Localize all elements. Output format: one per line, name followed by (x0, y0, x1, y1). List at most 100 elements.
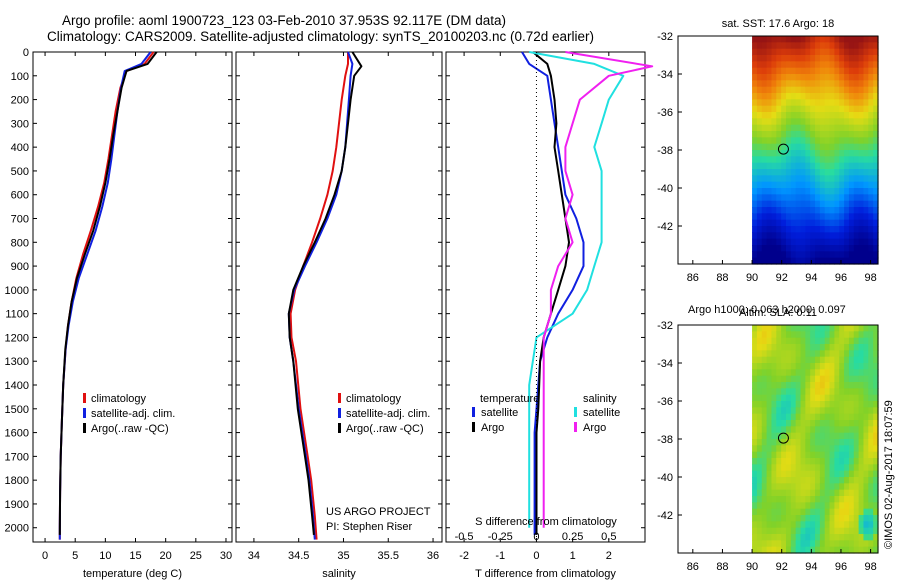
map-cell (785, 546, 792, 554)
map-cell (848, 105, 855, 113)
map-cell (873, 508, 879, 516)
map-cell (805, 470, 811, 478)
map-cell (844, 401, 850, 408)
map-cell (795, 74, 802, 81)
map-cell (834, 219, 840, 227)
map-cell (829, 508, 836, 516)
map-cell (848, 458, 855, 465)
map-cell (858, 426, 865, 434)
map-cell (844, 238, 850, 246)
map-cell (868, 458, 874, 465)
map-cell (868, 150, 874, 157)
map-cell (771, 496, 777, 503)
map-cell (756, 207, 763, 214)
map-cell (848, 464, 855, 472)
map-cell (858, 470, 865, 478)
map-cell (858, 413, 865, 421)
map-cell (776, 219, 782, 227)
map-cell (805, 527, 811, 535)
map-cell (766, 394, 773, 402)
map-cell (873, 55, 879, 62)
map-cell (795, 219, 802, 227)
legend-title-temperature: temperature (480, 393, 539, 405)
map-cell (752, 207, 758, 214)
map-cell (795, 162, 802, 170)
map-cell (844, 42, 850, 50)
map-cell (800, 527, 806, 535)
map-cell (785, 207, 792, 214)
map-cell (766, 175, 773, 183)
map-cell (776, 67, 782, 75)
map-cell (776, 86, 782, 94)
map-cell (790, 74, 797, 81)
map-cell (848, 213, 855, 221)
x-tick-label: 0 (42, 550, 48, 562)
map-cell (771, 325, 777, 332)
x-tick-label: 92 (776, 272, 788, 284)
map-cell (766, 67, 773, 75)
map-cell (766, 337, 773, 345)
map-cell (853, 131, 860, 138)
map-cell (776, 36, 782, 43)
map-cell (848, 36, 855, 43)
y-tick-label: 700 (11, 214, 29, 226)
map-cell (785, 213, 792, 221)
map-cell (781, 375, 787, 383)
map-cell (771, 502, 777, 510)
map-cell (800, 432, 806, 440)
map-cell (824, 458, 831, 465)
map-cell (756, 238, 763, 246)
map-cell (868, 131, 874, 138)
map-cell (756, 388, 763, 396)
map-cell (761, 137, 768, 145)
map-cell (771, 508, 777, 516)
map-cell (824, 80, 831, 88)
map-cell (819, 188, 826, 195)
map-cell (800, 219, 806, 227)
map-cell (761, 401, 768, 408)
map-cell (781, 382, 787, 389)
map-cell (858, 527, 865, 535)
map-cell (766, 99, 773, 107)
map-cell (771, 489, 777, 497)
map-cell (858, 464, 865, 472)
map-cell (839, 432, 845, 440)
map-cell (756, 200, 763, 208)
map-cell (858, 213, 865, 221)
map-cell (805, 251, 811, 259)
map-cell (839, 464, 845, 472)
map-cell (756, 181, 763, 189)
map-cell (863, 93, 869, 100)
map-cell (839, 546, 845, 554)
map-cell (785, 67, 792, 75)
map-cell (868, 350, 874, 358)
map-cell (776, 99, 782, 107)
map-cell (785, 445, 792, 453)
map-cell (771, 439, 777, 446)
map-cell (805, 458, 811, 465)
map-cell (834, 93, 840, 100)
map-cell (761, 143, 768, 151)
map-cell (771, 527, 777, 535)
map-cell (752, 451, 758, 459)
map-cell (756, 382, 763, 389)
map-cell (785, 55, 792, 62)
map-cell (781, 407, 787, 415)
map-title: Altim. SLA: 0.11 (739, 307, 817, 319)
map-cell (848, 200, 855, 208)
map-cell (790, 219, 797, 227)
map-cell (824, 394, 831, 402)
map-cell (800, 42, 806, 50)
map-cell (824, 238, 831, 246)
map-cell (839, 162, 845, 170)
map-cell (752, 238, 758, 246)
map-cell (834, 521, 840, 529)
map-cell (824, 439, 831, 446)
map-cell (868, 540, 874, 548)
map-cell (819, 344, 826, 351)
map-cell (752, 55, 758, 62)
map-cell (858, 401, 865, 408)
map-cell (771, 375, 777, 383)
map-cell (756, 356, 763, 364)
map-cell (819, 426, 826, 434)
